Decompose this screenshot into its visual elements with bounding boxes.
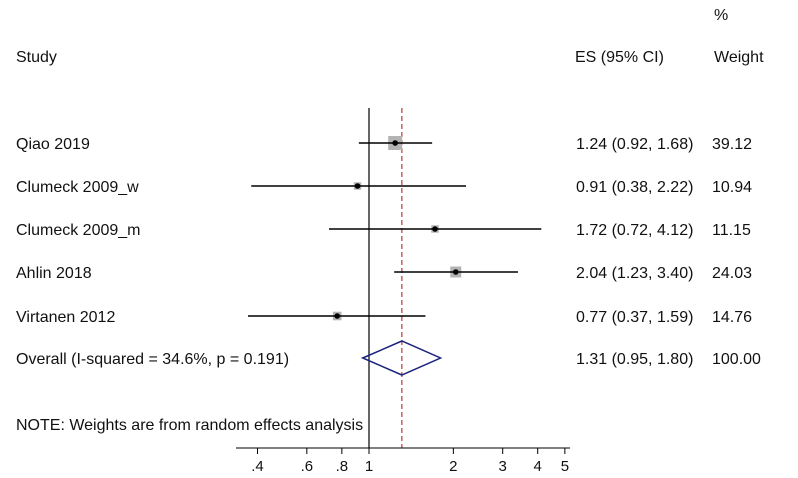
study-row: Qiao 2019 1.24 (0.92, 1.68) 39.12: [16, 136, 752, 153]
study-name: Ahlin 2018: [16, 265, 92, 282]
x-tick-label: .8: [336, 458, 349, 475]
overall-diamond: [360, 340, 443, 376]
overall-weight: 100.00: [712, 351, 761, 368]
es-text: 1.72 (0.72, 4.12): [576, 222, 693, 239]
point-estimate: [452, 269, 459, 275]
x-tick-label: 4: [534, 458, 542, 475]
x-tick-label: .6: [301, 458, 314, 475]
x-tick-label: .4: [251, 458, 264, 475]
x-tick-label: 2: [449, 458, 457, 475]
point-estimate: [354, 183, 361, 189]
study-name: Clumeck 2009_m: [16, 222, 141, 239]
study-row: Virtanen 2012 0.77 (0.37, 1.59) 14.76: [16, 309, 752, 326]
study-rows: Qiao 2019 1.24 (0.92, 1.68) 39.12 Clumeck 2…: [16, 136, 752, 326]
weight-value: 10.94: [712, 179, 752, 196]
point-estimate: [432, 226, 438, 232]
x-tick-label: 1: [365, 458, 373, 475]
weight-value: 14.76: [712, 309, 752, 326]
overall-es-text: 1.31 (0.95, 1.80): [576, 351, 693, 368]
weight-value: 11.15: [712, 222, 751, 239]
header-study: Study: [16, 49, 57, 66]
study-name: Virtanen 2012: [16, 309, 115, 326]
study-name: Qiao 2019: [16, 136, 90, 153]
weight-value: 39.12: [712, 136, 752, 153]
header-weight-percent: %: [714, 7, 728, 24]
x-axis-ticks: .4 .6 .8 1 2 3 4 5: [251, 448, 569, 475]
study-name: Clumeck 2009_w: [16, 179, 139, 196]
es-text: 1.24 (0.92, 1.68): [576, 136, 693, 153]
es-text: 2.04 (1.23, 3.40): [576, 265, 693, 282]
es-text: 0.77 (0.37, 1.59): [576, 309, 693, 326]
point-estimate: [392, 140, 398, 146]
header-es: ES (95% CI): [575, 49, 664, 66]
study-row: Clumeck 2009_w 0.91 (0.38, 2.22) 10.94: [16, 179, 752, 196]
es-text: 0.91 (0.38, 2.22): [576, 179, 693, 196]
study-row: Ahlin 2018 2.04 (1.23, 3.40) 24.03: [16, 265, 752, 282]
weight-value: 24.03: [712, 265, 752, 282]
weights-note: NOTE: Weights are from random effects an…: [16, 417, 363, 434]
header-weight: Weight: [714, 49, 764, 66]
x-tick-label: 5: [561, 458, 569, 475]
overall-label: Overall (I-squared = 34.6%, p = 0.191): [16, 351, 289, 368]
x-tick-label: 3: [499, 458, 507, 475]
study-row: Clumeck 2009_m 1.72 (0.72, 4.12) 11.15: [16, 222, 751, 239]
point-estimate: [334, 313, 340, 319]
